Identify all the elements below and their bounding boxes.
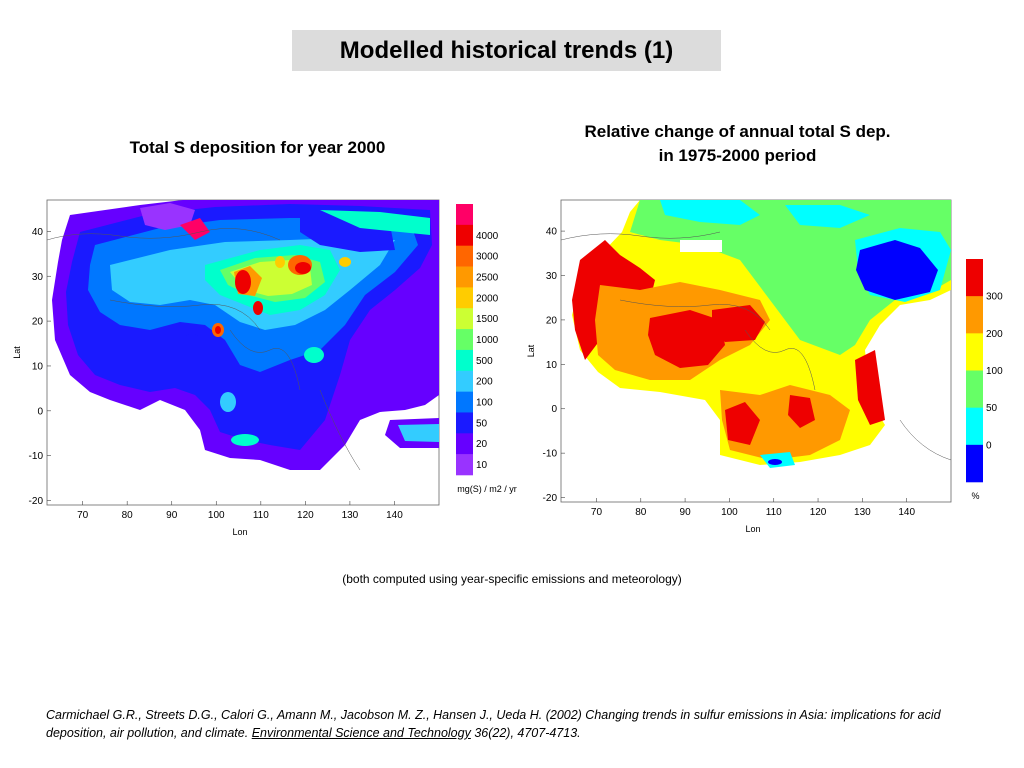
left-colorbar-swatch (456, 204, 473, 226)
left-y-tick-label: 10 (32, 361, 44, 372)
left-colorbar-level-label: 20 (476, 439, 488, 450)
citation: Carmichael G.R., Streets D.G., Calori G.… (46, 706, 996, 742)
left-colorbar-level-label: 500 (476, 356, 493, 367)
right-colorbar-swatch (966, 333, 983, 371)
citation-authors: Carmichael G.R., Streets D.G., Calori G.… (46, 708, 941, 740)
right-chart-title: Relative change of annual total S dep. i… (530, 120, 945, 168)
citation-journal-link[interactable]: Environmental Science and Technology (251, 726, 471, 740)
left-y-axis-label: Lat (12, 346, 22, 359)
left-colorbar-swatch (456, 391, 473, 413)
right-y-tick-label: 20 (546, 315, 558, 326)
right-y-tick-label: 40 (546, 227, 558, 238)
left-x-tick-label: 70 (77, 510, 89, 521)
right-colorbar-level-label: 50 (986, 403, 998, 414)
left-colorbar-level-label: 2000 (476, 293, 499, 304)
left-map: 70 80 90 100 110 120 130 140403020100-10-20LonL… (12, 199, 440, 537)
left-chart-title: Total S deposition for year 2000 (129, 138, 386, 157)
left-colorbar-swatch (456, 412, 473, 434)
right-map-field (561, 200, 951, 468)
right-y-tick-label: -10 (543, 449, 558, 460)
right-y-tick-label: 30 (546, 271, 558, 282)
right-colorbar-swatch (966, 444, 983, 483)
left-x-tick-label: 120 (297, 510, 314, 521)
right-chart-title-line-1: Relative change of annual total S dep. (584, 122, 891, 141)
left-y-tick-label: -20 (29, 496, 44, 507)
left-y-tick-label: 0 (37, 406, 43, 417)
right-x-tick-label: 90 (680, 507, 692, 518)
left-colorbar-swatch (456, 349, 473, 372)
right-chart-title-line-2: in 1975-2000 period (658, 146, 817, 165)
right-x-tick-label: 140 (898, 507, 915, 518)
left-colorbar-unit: mg(S) / m2 / yr (457, 484, 517, 494)
left-x-tick-label: 140 (386, 510, 403, 521)
left-map-axes: 70 80 90 100 110 120 130 140403020100-10-20LonL… (12, 227, 403, 537)
left-colorbar: 4000 3000 2500 2000 1500 1000 500 200 100 50 20 10 m… (456, 204, 517, 494)
left-colorbar-level-label: 2500 (476, 272, 499, 283)
left-colorbar-level-label: 100 (476, 398, 493, 409)
citation-volume: 36(22), 4707-4713. (474, 726, 581, 740)
right-map-axes: 70 80 90 100 110 120 130 140403020100-10-20LonL… (526, 227, 915, 534)
footnote: (both computed using year-specific emiss… (342, 572, 682, 586)
right-x-tick-label: 120 (810, 507, 827, 518)
right-y-tick-label: -20 (543, 493, 558, 504)
left-colorbar-swatch (456, 329, 473, 351)
right-colorbar-swatch (966, 259, 983, 297)
right-colorbar-unit: % (971, 491, 979, 501)
left-x-tick-label: 90 (166, 510, 178, 521)
left-map-field (47, 200, 439, 471)
left-colorbar-swatch (456, 454, 473, 476)
right-x-tick-label: 70 (591, 507, 603, 518)
left-colorbar-swatch (456, 287, 473, 309)
right-x-tick-label: 80 (635, 507, 647, 518)
left-x-tick-label: 110 (253, 510, 269, 521)
right-colorbar-level-label: 0 (986, 440, 992, 451)
left-colorbar-swatch (456, 370, 473, 392)
slide-title-box: Modelled historical trends (1) (292, 30, 721, 71)
left-y-tick-label: 30 (32, 272, 44, 283)
right-map: 70 80 90 100 110 120 130 140403020100-10-20LonL… (526, 199, 952, 534)
left-x-tick-label: 130 (342, 510, 359, 521)
right-colorbar-swatch (966, 296, 983, 334)
left-colorbar-swatch (456, 433, 473, 455)
left-x-tick-label: 100 (208, 510, 225, 521)
left-colorbar-level-label: 50 (476, 418, 488, 429)
right-colorbar-swatch (966, 370, 983, 408)
left-colorbar-level-label: 10 (476, 460, 488, 471)
right-y-tick-label: 10 (546, 360, 558, 371)
right-x-tick-label: 130 (854, 507, 871, 518)
slide-title: Modelled historical trends (1) (339, 36, 674, 64)
right-y-axis-label: Lat (526, 344, 536, 357)
map-panels: 70 80 90 100 110 120 130 140403020100-10-20LonL… (12, 199, 1003, 537)
right-x-tick-label: 110 (766, 507, 782, 518)
left-colorbar-swatch (456, 266, 473, 288)
left-x-tick-label: 80 (122, 510, 134, 521)
left-y-tick-label: 40 (32, 227, 44, 238)
left-colorbar-swatch (456, 245, 473, 267)
right-colorbar-level-label: 100 (986, 366, 1003, 377)
left-y-tick-label: 20 (32, 317, 44, 328)
right-x-axis-label: Lon (745, 524, 760, 534)
left-colorbar-swatch (456, 224, 473, 246)
left-colorbar-level-label: 200 (476, 377, 493, 388)
left-colorbar-level-label: 1500 (476, 314, 499, 325)
right-x-tick-label: 100 (721, 507, 738, 518)
right-colorbar: 300 200 100 50 0% (966, 259, 1003, 501)
left-colorbar-level-label: 1000 (476, 335, 499, 346)
right-colorbar-swatch (966, 407, 983, 446)
left-colorbar-level-label: 4000 (476, 231, 499, 242)
left-x-axis-label: Lon (232, 527, 247, 537)
left-colorbar-swatch (456, 308, 473, 330)
right-colorbar-level-label: 300 (986, 292, 1003, 303)
right-y-tick-label: 0 (551, 404, 557, 415)
left-colorbar-level-label: 3000 (476, 252, 499, 263)
left-y-tick-label: -10 (29, 451, 44, 462)
right-colorbar-level-label: 200 (986, 329, 1003, 340)
